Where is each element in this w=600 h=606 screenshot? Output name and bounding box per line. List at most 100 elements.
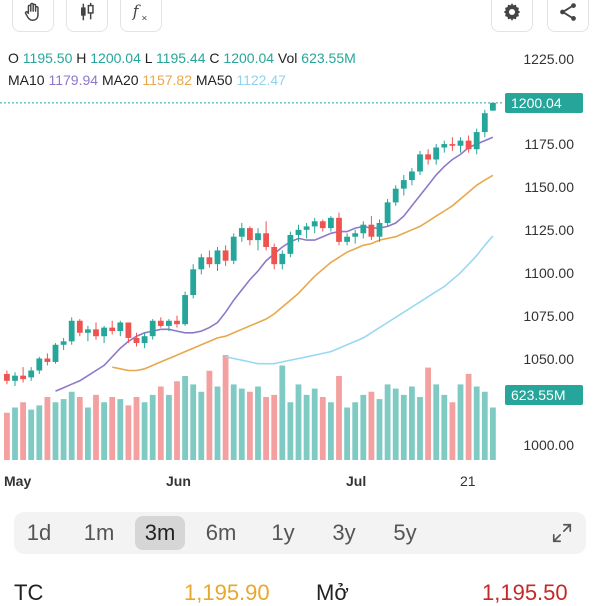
volume-bar <box>85 407 91 460</box>
candle-body <box>125 322 132 338</box>
volume-bar <box>117 399 124 460</box>
candle-body <box>271 246 278 265</box>
volume-bar <box>174 381 180 460</box>
candle-body <box>44 358 51 362</box>
volume-bar <box>76 397 83 460</box>
ma10-value: 1179.94 <box>48 72 99 88</box>
candle-body <box>352 233 359 237</box>
candle-body <box>60 341 67 345</box>
volume-bar <box>425 367 431 460</box>
volume-bar <box>247 391 253 460</box>
volume-bar <box>125 405 132 460</box>
low-value: 1195.44 <box>155 50 206 66</box>
candle-body <box>36 358 43 371</box>
candle-body <box>400 180 407 189</box>
volume-bar <box>255 386 261 460</box>
volume-value: 623.55M <box>301 50 356 66</box>
candle-body <box>449 144 456 146</box>
candle-body <box>344 236 350 242</box>
volume-bar <box>206 370 213 460</box>
share-icon <box>560 3 576 21</box>
month-label-jun: Jun <box>166 473 191 489</box>
price-tick: 1100.00 <box>524 265 574 281</box>
settings-button[interactable] <box>491 0 533 32</box>
candle-body <box>409 171 415 181</box>
volume-bar <box>68 391 75 460</box>
volume-bar <box>449 402 456 460</box>
candle-body <box>20 375 26 380</box>
candle-body <box>157 320 164 326</box>
indicator-fx-icon: f × <box>132 3 148 23</box>
expand-icon <box>552 523 572 543</box>
volume-bar <box>238 388 245 460</box>
volume-bar <box>28 409 35 460</box>
range-5y[interactable]: 5y <box>393 520 417 545</box>
volume-bar <box>133 397 140 460</box>
volume-bar <box>311 388 318 460</box>
candle-body <box>319 221 326 229</box>
settings-gear-icon <box>503 3 521 21</box>
range-1d[interactable]: 1d <box>26 520 52 545</box>
indicator-button[interactable]: f × <box>120 0 162 32</box>
candle-body <box>328 217 334 229</box>
volume-bar <box>392 388 399 460</box>
volume-bar <box>52 402 59 460</box>
candle-body <box>85 329 91 333</box>
candle-body <box>198 257 205 270</box>
volume-bar <box>101 402 107 460</box>
volume-bar <box>473 386 480 460</box>
volume-bar <box>230 384 237 460</box>
volume-bar <box>319 397 326 460</box>
candle-body <box>76 320 83 333</box>
candle-body <box>12 375 18 381</box>
candlestick-type-button[interactable] <box>66 0 108 32</box>
ma20-label: MA20 <box>101 72 139 88</box>
last-price-badge: 1200.04 <box>505 93 583 113</box>
volume-bar <box>109 397 116 460</box>
price-tick: 1225.00 <box>523 51 574 67</box>
volume-bar <box>20 402 26 460</box>
range-1y[interactable]: 1y <box>271 520 295 545</box>
range-3m[interactable]: 3m <box>135 516 185 550</box>
volume-bar <box>457 384 464 460</box>
share-button[interactable] <box>547 0 589 32</box>
candle-body <box>101 327 107 337</box>
volume-bar <box>12 407 18 460</box>
hand-tool-button[interactable] <box>12 0 54 32</box>
candle-body <box>433 147 440 160</box>
volume-bar <box>222 355 229 460</box>
candle-body <box>287 234 294 254</box>
candle-body <box>255 233 261 241</box>
volume-bar <box>4 412 10 460</box>
fullscreen-button[interactable] <box>537 516 587 550</box>
ma10-label: MA10 <box>8 72 45 88</box>
ma50-value: 1122.47 <box>236 72 286 88</box>
volume-bar <box>336 376 342 460</box>
range-3y[interactable]: 3y <box>332 520 356 545</box>
candle-body <box>473 132 480 150</box>
candle-body <box>230 236 237 261</box>
svg-text:×: × <box>141 12 148 22</box>
candle-body <box>465 140 472 150</box>
range-6m[interactable]: 6m <box>205 520 237 545</box>
candle-body <box>190 269 197 296</box>
volume-bar <box>481 391 488 460</box>
candle-body <box>117 322 124 332</box>
volume-bar <box>352 402 359 460</box>
range-1m[interactable]: 1m <box>83 520 115 545</box>
low-label: L <box>144 50 153 66</box>
candle-body <box>28 370 35 378</box>
volume-bar <box>360 394 367 460</box>
candle-body <box>133 337 140 344</box>
date-label-21: 21 <box>460 473 476 489</box>
ma20-value: 1157.82 <box>142 72 192 88</box>
price-tick: 1150.00 <box>524 179 574 195</box>
price-tick: 1000.00 <box>523 437 574 453</box>
open-value: 1195.50 <box>22 50 73 66</box>
volume-bar <box>417 397 423 460</box>
volume-bar <box>182 376 188 460</box>
candle-body <box>303 226 310 230</box>
volume-bar <box>141 402 148 460</box>
candle-body <box>360 224 367 234</box>
